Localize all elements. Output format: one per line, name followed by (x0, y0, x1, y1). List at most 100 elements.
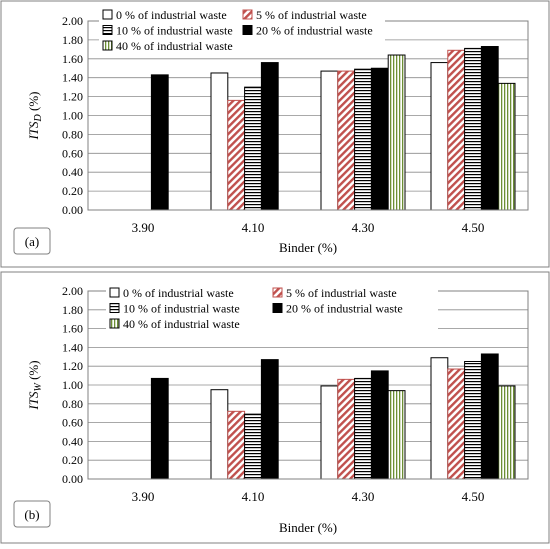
panel-a: 0.00 0.20 0.40 0.60 0.80 1.00 1.20 1.40 1.60 1.80… (0, 0, 550, 268)
panel-b-bar (150, 377, 169, 480)
panel-a-bar (497, 82, 516, 211)
panel-b-legend-swatch (272, 303, 283, 313)
panel-a-legend-label: 0 % of industrial waste (116, 8, 227, 22)
panel-b-y-tick-label: 0.60 (62, 416, 83, 430)
panel-b-bar (320, 385, 339, 480)
panel-a-bar (150, 74, 169, 211)
panel-b-legend-background (106, 284, 438, 335)
panel-b-x-tick-label: 4.10 (242, 489, 265, 504)
panel-a-y-tick-label: 0.20 (62, 184, 83, 198)
panel-a-legend-background (99, 6, 385, 57)
panel-a-bar (464, 47, 482, 211)
panel-a-y-tick-label: 0.60 (62, 146, 83, 160)
panel-a-bar (370, 67, 389, 211)
panel-b-label: (b) (24, 507, 39, 522)
panel-b-legend-label: 20 % of industrial waste (286, 302, 403, 316)
panel-a-y-tick-label: 2.00 (62, 14, 83, 28)
panel-b-bar (480, 353, 499, 480)
panel-b-x-axis-label: Binder (%) (279, 520, 337, 535)
panel-b-y-tick-label: 1.00 (62, 378, 83, 392)
panel-a-y-axis-label-unit: (%) (26, 91, 41, 114)
panel-a-bar (227, 99, 246, 211)
panel-a-label-box (13, 227, 51, 255)
panel-b-y-tick-label: 1.40 (62, 340, 83, 354)
panel-a-y-tick-label: 0.80 (62, 127, 83, 141)
panel-b: 0.00 0.20 0.40 0.60 0.80 1.00 1.20 1.40 1.60 1.80… (0, 271, 550, 544)
panel-a-x-tick-label: 4.50 (462, 220, 485, 235)
panel-a-x-axis-label: Binder (%) (279, 240, 337, 255)
panel-a-legend-swatch (242, 9, 253, 20)
panel-a-legend-swatch (102, 40, 113, 51)
panel-b-legend: 0 % of industrial waste 5 % of industrial… (106, 284, 438, 335)
panel-b-y-tick-label: 1.80 (62, 303, 83, 317)
panel-b-bar (244, 413, 262, 480)
panel-b-y-tick-label: 1.60 (62, 322, 83, 336)
panel-a-bar (387, 54, 406, 211)
panel-b-y-tick-label: 1.20 (62, 359, 83, 373)
panel-b-bar (210, 389, 229, 480)
panel-b-legend-swatch (109, 318, 120, 329)
panel-b-bar (227, 410, 246, 480)
panel-a-y-tick-label: 1.20 (62, 90, 83, 104)
panel-a-legend-swatch (242, 25, 253, 35)
panel-b-legend-label: 40 % of industrial waste (123, 317, 240, 331)
panel-a-bars (150, 46, 516, 211)
panel-b-bar (370, 370, 389, 480)
panel-a-x-tick-labels: 3.90 4.10 4.30 4.50 (132, 220, 485, 235)
panel-a-x-tick-label: 3.90 (132, 220, 155, 235)
panel-a-legend: 0 % of industrial waste 5 % of industrial… (99, 6, 385, 57)
panel-b-legend-label: 5 % of industrial waste (286, 286, 397, 300)
panel-b-y-tick-label: 0.80 (62, 397, 83, 411)
panel-b-y-axis-label-unit: (%) (26, 360, 41, 383)
panel-a-x-tick-label: 4.30 (352, 220, 375, 235)
panel-b-y-axis-label-main: ITS (26, 391, 41, 411)
panel-b-legend-swatch (109, 303, 120, 313)
panel-a-bar (447, 49, 466, 211)
panel-b-bar (387, 390, 406, 480)
panel-b-bar (354, 377, 372, 480)
panel-a-bar (210, 72, 229, 211)
panel-a-legend-label: 5 % of industrial waste (256, 8, 367, 22)
panel-a-bar (354, 68, 372, 211)
panel-a-y-axis-label: ITSD (%) (26, 91, 44, 140)
panel-a-y-tick-label: 0.40 (62, 165, 83, 179)
panel-b-x-tick-labels: 3.90 4.10 4.30 4.50 (132, 489, 485, 504)
panel-a-y-tick-label: 1.80 (62, 33, 83, 47)
panel-b-x-tick-label: 4.50 (462, 489, 485, 504)
panel-a-bar (320, 70, 339, 211)
panel-b-legend-label: 0 % of industrial waste (123, 286, 234, 300)
panel-b-y-tick-label: 0.40 (62, 434, 83, 448)
panel-a-y-tick-label: 0.00 (62, 203, 83, 217)
panel-b-y-tick-label: 2.00 (62, 284, 83, 298)
panel-b-y-axis-label-sub: W (33, 382, 44, 392)
panel-a-bar (480, 46, 499, 211)
panel-a-bar (430, 62, 449, 211)
panel-a-x-tick-label: 4.10 (242, 220, 265, 235)
panel-b-legend-label: 10 % of industrial waste (123, 302, 240, 316)
panel-a-legend-label: 40 % of industrial waste (116, 39, 233, 53)
panel-b-y-tick-label: 0.20 (62, 453, 83, 467)
panel-a-y-tick-label: 1.60 (62, 52, 83, 66)
panel-a-bar (244, 86, 262, 211)
panel-b-x-tick-label: 4.30 (352, 489, 375, 504)
panel-a-legend-label: 10 % of industrial waste (116, 24, 233, 38)
panel-b-y-tick-labels: 0.00 0.20 0.40 0.60 0.80 1.00 1.20 1.40 1.60 1.80… (62, 284, 83, 486)
panel-b-bar (337, 378, 356, 480)
panel-b-bar (464, 361, 482, 480)
panel-a-bar (337, 70, 356, 211)
panel-b-bar (260, 359, 279, 480)
panel-a-y-axis-label-main: ITS (26, 121, 41, 141)
panel-b-bar (497, 385, 516, 480)
panel-a-label: (a) (25, 234, 39, 249)
panel-a-legend-swatch (102, 25, 113, 35)
panel-b-label-box (13, 500, 51, 528)
panel-a-y-tick-label: 1.40 (62, 71, 83, 85)
panel-a-bar (260, 62, 279, 211)
panel-a-y-tick-label: 1.00 (62, 109, 83, 123)
panel-b-bar (447, 368, 466, 480)
panel-a-legend-swatch (102, 9, 113, 20)
panel-b-x-tick-label: 3.90 (132, 489, 155, 504)
panel-a-legend-label: 20 % of industrial waste (256, 24, 373, 38)
